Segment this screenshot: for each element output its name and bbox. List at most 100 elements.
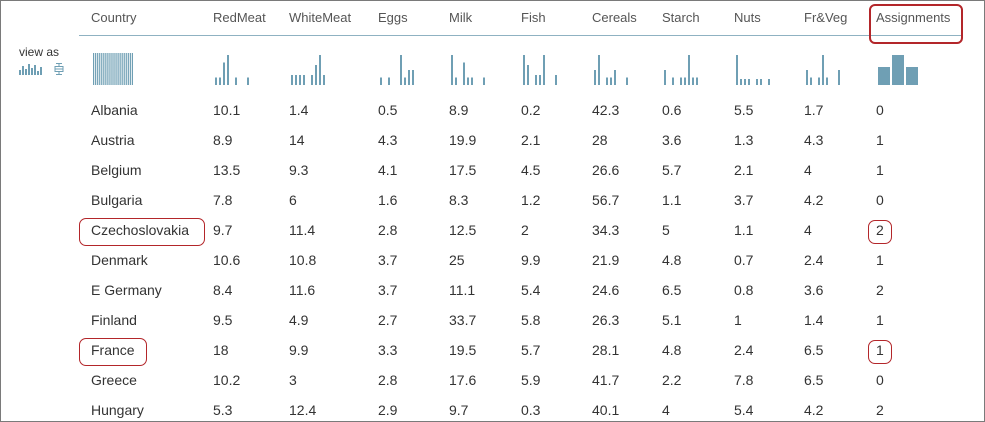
column-header-nuts[interactable]: Nuts — [734, 10, 761, 25]
histogram-bar — [736, 55, 738, 85]
histogram-bar — [129, 53, 131, 85]
histogram-bar — [400, 55, 402, 85]
cell-whitemeat: 4.9 — [289, 312, 309, 328]
histogram-bar — [684, 77, 686, 85]
table-row[interactable]: Greece 10.2 3 2.8 17.6 5.9 41.7 2.2 7.8 6.5 0 — [1, 367, 984, 397]
cell-fish: 0.3 — [521, 402, 541, 418]
histogram-bar — [131, 53, 133, 85]
boxplot-icon[interactable] — [54, 63, 64, 75]
column-header-starch[interactable]: Starch — [662, 10, 700, 25]
histogram-fr-and-veg — [806, 55, 840, 85]
cell-eggs: 2.7 — [378, 312, 398, 328]
cell-country: Austria — [91, 132, 135, 148]
table-row[interactable]: Czechoslovakia 9.7 11.4 2.8 12.5 2 34.3 5 1.1 4 2 — [1, 217, 984, 247]
table-row[interactable]: Belgium 13.5 9.3 4.1 17.5 4.5 26.6 5.7 2.1 4 1 — [1, 157, 984, 187]
histogram-bar — [404, 77, 406, 85]
cell-nuts: 1.3 — [734, 132, 754, 148]
column-header-fr-and-veg[interactable]: Fr&Veg — [804, 10, 848, 25]
histogram-bar — [125, 53, 127, 85]
histogram-cereals — [594, 55, 628, 85]
cell-cereals: 26.3 — [592, 312, 620, 328]
histogram-bar — [756, 79, 758, 85]
histogram-bar — [768, 79, 770, 85]
histogram-bar — [380, 77, 382, 85]
column-header-milk[interactable]: Milk — [449, 10, 473, 25]
histogram-bar — [215, 77, 217, 85]
cell-milk: 25 — [449, 252, 465, 268]
column-header-redmeat[interactable]: RedMeat — [213, 10, 266, 25]
histogram-bar — [822, 55, 824, 85]
table-row[interactable]: Denmark 10.6 10.8 3.7 25 9.9 21.9 4.8 0.7 2.4 1 — [1, 247, 984, 277]
cell-fr-and-veg: 4 — [804, 162, 812, 178]
histogram-bar — [227, 55, 229, 85]
histogram-bar — [315, 65, 317, 85]
histogram-bar — [527, 65, 529, 85]
histogram-bar — [119, 53, 121, 85]
cell-starch: 5.1 — [662, 312, 682, 328]
column-header-cereals[interactable]: Cereals — [592, 10, 637, 25]
cell-country: Belgium — [91, 162, 142, 178]
column-header-whitemeat[interactable]: WhiteMeat — [289, 10, 352, 25]
histogram-bar — [388, 77, 390, 85]
cell-cereals: 24.6 — [592, 282, 620, 298]
table-header: Country RedMeat WhiteMeat Eggs Milk Fish Cerea… — [1, 7, 984, 31]
table-row[interactable]: Albania 10.1 1.4 0.5 8.9 0.2 42.3 0.6 5.5 1.7 0 — [1, 97, 984, 127]
histogram-bar — [95, 53, 97, 85]
cell-fish: 5.7 — [521, 342, 541, 358]
table-row[interactable]: Austria 8.9 14 4.3 19.9 2.1 28 3.6 1.3 4.3 1 — [1, 127, 984, 157]
cell-fish: 4.5 — [521, 162, 541, 178]
histogram-bar — [748, 79, 750, 85]
table-row[interactable]: Bulgaria 7.8 6 1.6 8.3 1.2 56.7 1.1 3.7 4.2 0 — [1, 187, 984, 217]
column-header-eggs[interactable]: Eggs — [378, 10, 408, 25]
histogram-bar — [806, 70, 808, 85]
histogram-bar — [826, 77, 828, 85]
cell-milk: 9.7 — [449, 402, 469, 418]
assignment-highlight — [868, 340, 892, 364]
histogram-bar — [818, 77, 820, 85]
histogram-bar — [878, 67, 890, 85]
cell-fr-and-veg: 6.5 — [804, 372, 824, 388]
cell-eggs: 3.7 — [378, 252, 398, 268]
cell-country: Finland — [91, 312, 137, 328]
cell-cereals: 34.3 — [592, 222, 620, 238]
histogram-bar — [610, 77, 612, 85]
cell-cereals: 28 — [592, 132, 608, 148]
histogram-bar — [906, 67, 918, 85]
histogram-bar — [543, 55, 545, 85]
table-row[interactable]: France 18 9.9 3.3 19.5 5.7 28.1 4.8 2.4 6.5 1 — [1, 337, 984, 367]
cell-fr-and-veg: 4 — [804, 222, 812, 238]
assignment-highlight — [868, 220, 892, 244]
cell-whitemeat: 6 — [289, 192, 297, 208]
cell-milk: 19.9 — [449, 132, 477, 148]
cell-eggs: 3.7 — [378, 282, 398, 298]
histogram-whitemeat — [291, 55, 325, 85]
cell-fish: 5.9 — [521, 372, 541, 388]
column-histograms — [1, 49, 984, 89]
histogram-bar — [105, 53, 107, 85]
cell-fr-and-veg: 4.3 — [804, 132, 824, 148]
histogram-bar — [463, 62, 465, 85]
column-header-country[interactable]: Country — [91, 10, 137, 25]
histogram-bar — [299, 75, 301, 85]
assignments-header-highlight — [869, 4, 963, 44]
cell-whitemeat: 14 — [289, 132, 305, 148]
cell-cereals: 26.6 — [592, 162, 620, 178]
histogram-icon[interactable] — [19, 63, 42, 75]
histogram-bar — [223, 62, 225, 85]
histogram-bar — [471, 77, 473, 85]
histogram-country — [93, 53, 133, 85]
column-header-assignments[interactable]: Assignments — [876, 10, 951, 25]
column-header-fish[interactable]: Fish — [521, 10, 546, 25]
cell-milk: 8.3 — [449, 192, 469, 208]
cell-starch: 5 — [662, 222, 670, 238]
histogram-bar — [760, 79, 762, 85]
cell-milk: 17.6 — [449, 372, 477, 388]
cell-nuts: 1 — [734, 312, 742, 328]
cell-eggs: 4.1 — [378, 162, 398, 178]
view-as-options — [19, 63, 69, 75]
table-row[interactable]: Hungary 5.3 12.4 2.9 9.7 0.3 40.1 4 5.4 4.2 2 — [1, 397, 984, 421]
histogram-bar — [555, 75, 557, 85]
histogram-bar — [744, 79, 746, 85]
table-row[interactable]: E Germany 8.4 11.6 3.7 11.1 5.4 24.6 6.5 0.8 3.6 2 — [1, 277, 984, 307]
table-row[interactable]: Finland 9.5 4.9 2.7 33.7 5.8 26.3 5.1 1 1.4 1 — [1, 307, 984, 337]
